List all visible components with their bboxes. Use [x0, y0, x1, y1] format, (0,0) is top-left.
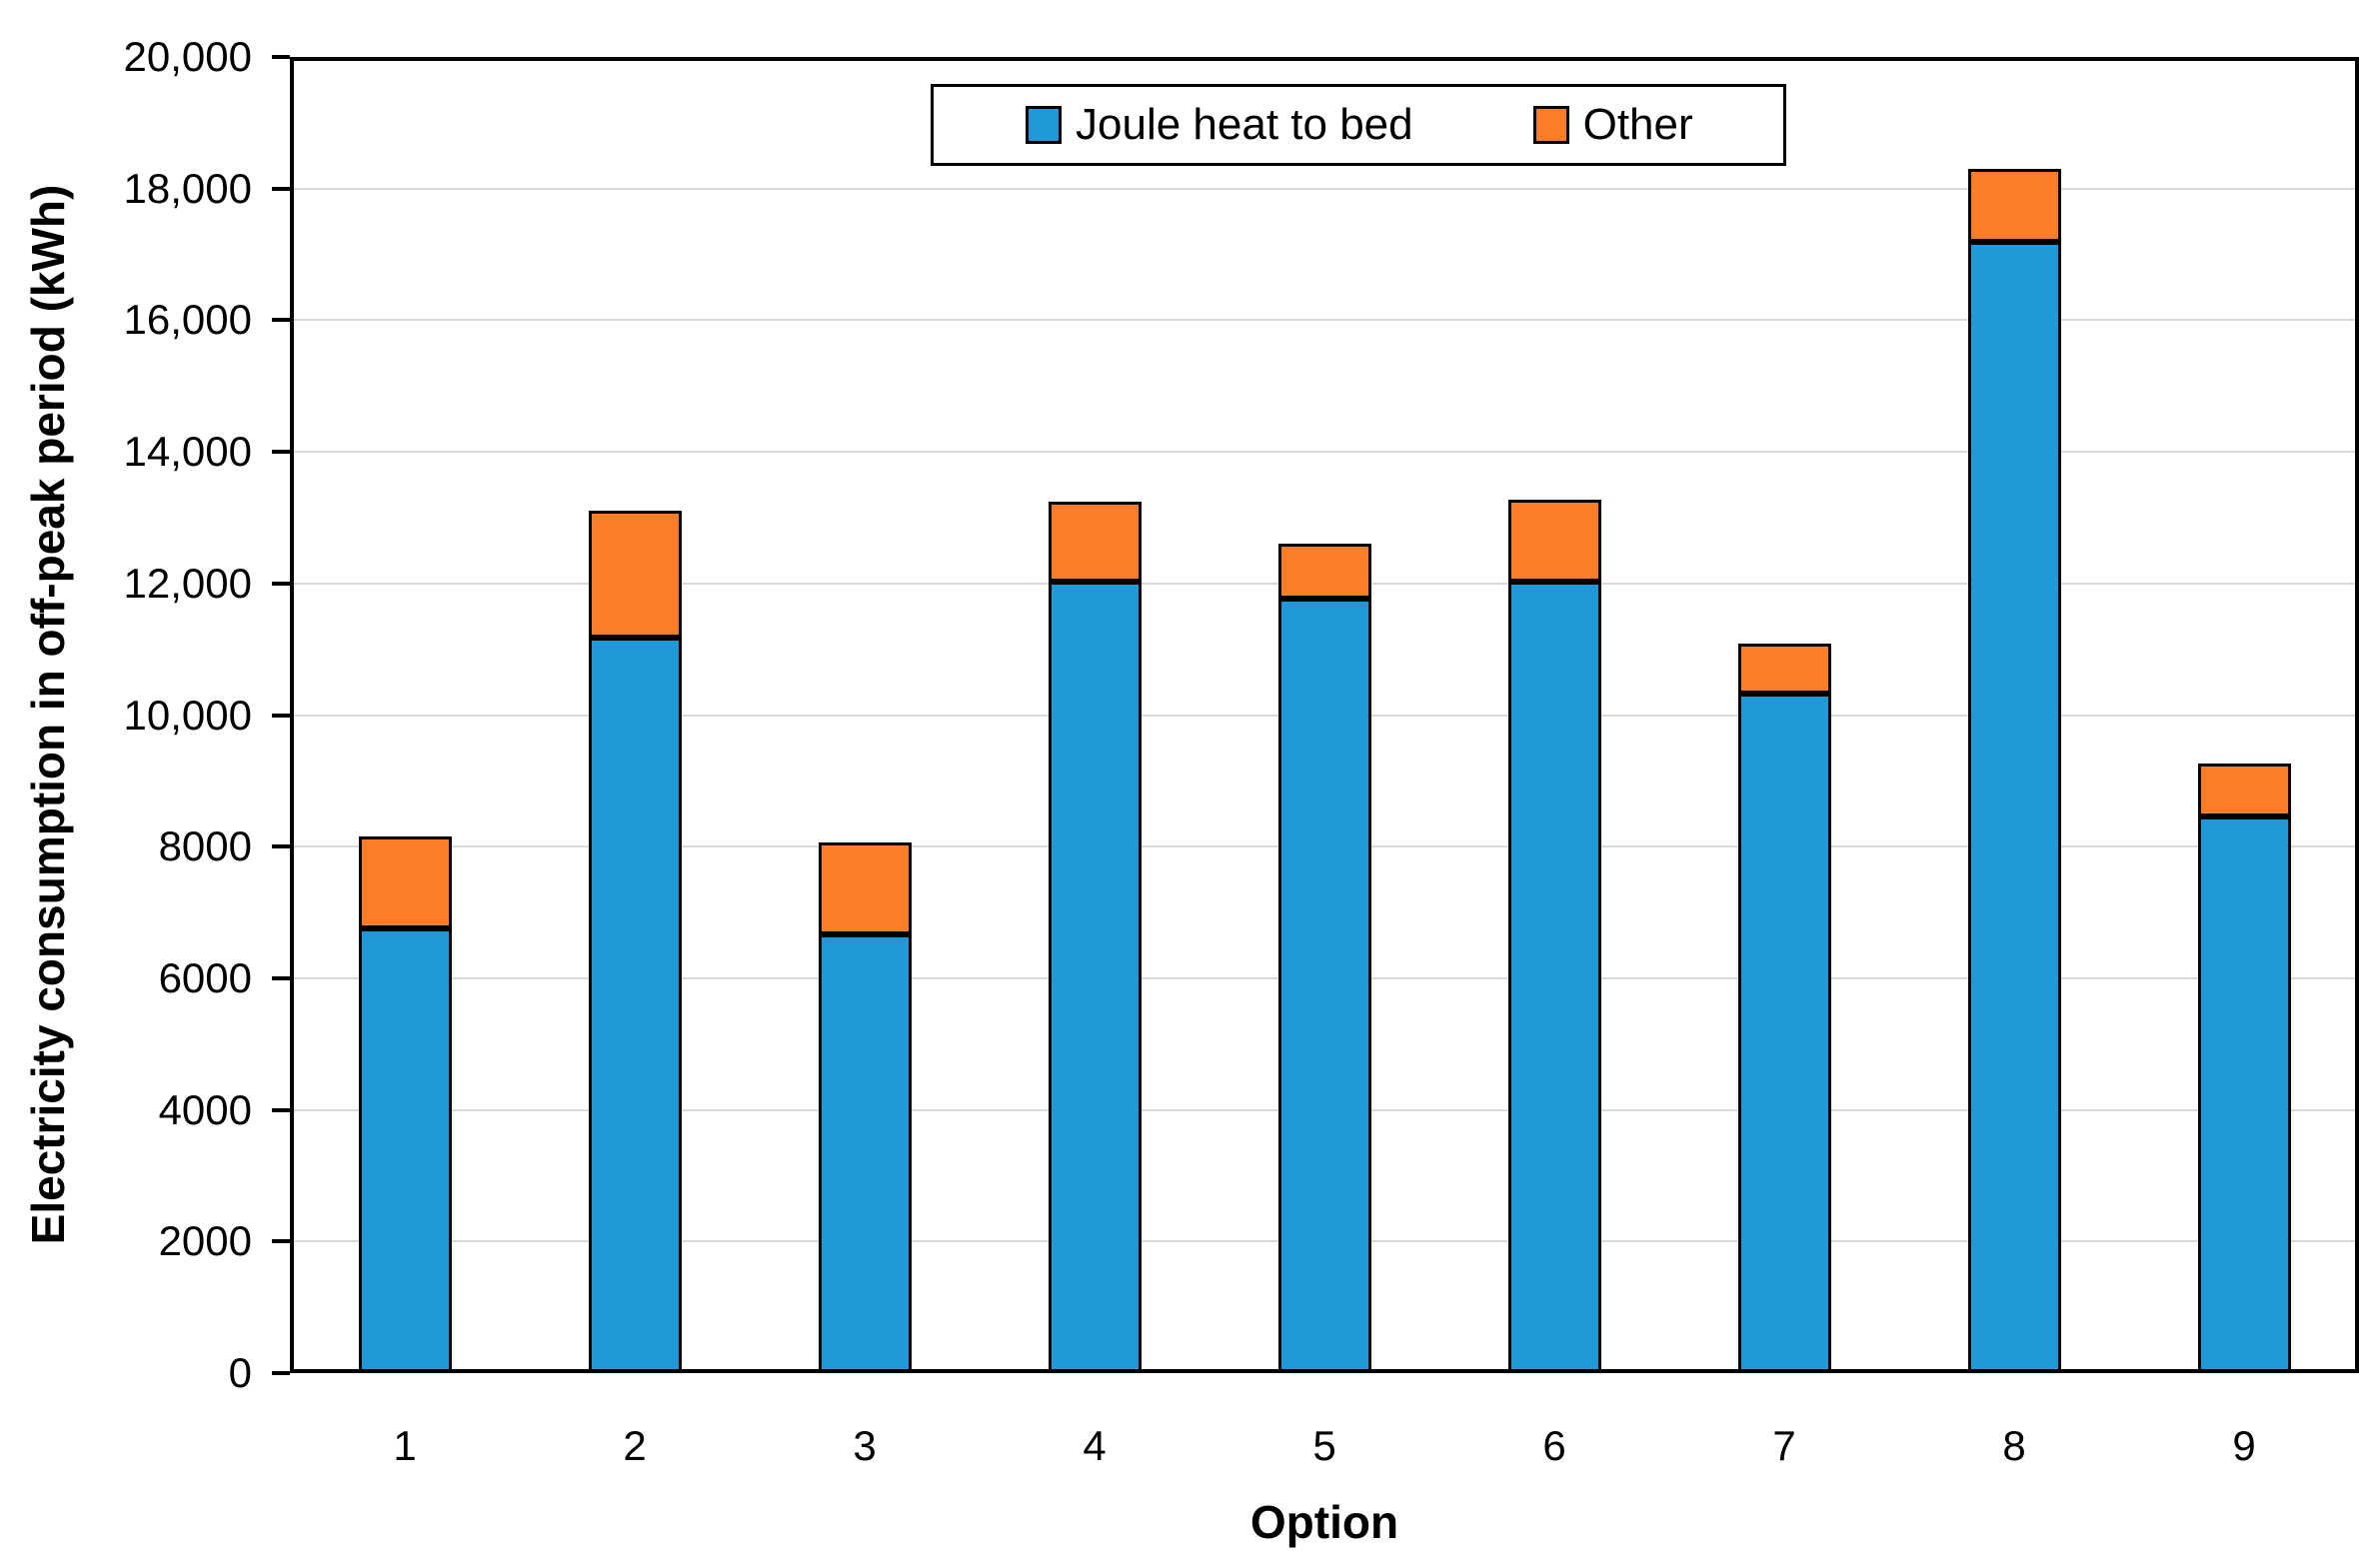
- bar-option-3: [818, 841, 912, 1373]
- y-tick-mark-12000: [272, 581, 290, 586]
- x-tick-label-9: 9: [2232, 1422, 2256, 1469]
- bar-option-2: [588, 511, 682, 1373]
- gridline-14000: [290, 451, 2359, 454]
- bar-segment-other-option-2: [588, 511, 682, 638]
- bar-segment-other-option-8: [1967, 168, 2061, 243]
- bar-segment-joule-heat-to-bed-option-7: [1737, 694, 1831, 1373]
- y-tick-label-8000: 8000: [158, 822, 252, 870]
- y-tick-mark-0: [272, 1371, 290, 1375]
- legend-swatch-joule-icon: [1026, 106, 1062, 144]
- y-tick-mark-10000: [272, 713, 290, 718]
- bar-segment-joule-heat-to-bed-option-3: [818, 933, 912, 1373]
- legend-swatch-other-icon: [1532, 106, 1569, 144]
- y-tick-mark-14000: [272, 450, 290, 455]
- bar-option-5: [1277, 543, 1371, 1373]
- gridline-16000: [290, 319, 2359, 322]
- bar-segment-joule-heat-to-bed-option-9: [2197, 815, 2291, 1373]
- legend-label-other: Other: [1582, 100, 1693, 149]
- x-tick-label-1: 1: [393, 1422, 417, 1469]
- y-tick-label-0: 0: [228, 1349, 252, 1396]
- bar-option-6: [1507, 500, 1601, 1373]
- bar-segment-other-option-1: [358, 836, 452, 928]
- y-tick-label-4000: 4000: [158, 1085, 252, 1133]
- bar-segment-other-option-5: [1277, 543, 1371, 599]
- bar-option-7: [1737, 643, 1831, 1373]
- y-tick-mark-2000: [272, 1239, 290, 1244]
- y-tick-mark-20000: [272, 55, 290, 59]
- bar-segment-joule-heat-to-bed-option-2: [588, 637, 682, 1373]
- bar-segment-joule-heat-to-bed-option-1: [358, 927, 452, 1373]
- legend-label-joule: Joule heat to bed: [1076, 100, 1413, 149]
- bar-option-9: [2197, 764, 2291, 1373]
- y-tick-mark-16000: [272, 318, 290, 323]
- y-tick-mark-6000: [272, 975, 290, 980]
- y-tick-mark-8000: [272, 844, 290, 849]
- y-tick-label-18000: 18,000: [123, 164, 252, 212]
- bar-segment-joule-heat-to-bed-option-4: [1048, 582, 1142, 1373]
- legend-item-joule-heat-to-bed: Joule heat to bed: [1026, 100, 1413, 150]
- y-tick-mark-18000: [272, 186, 290, 191]
- y-tick-label-16000: 16,000: [123, 296, 252, 344]
- bar-segment-other-option-4: [1048, 502, 1142, 583]
- gridline-18000: [290, 187, 2359, 190]
- x-tick-label-8: 8: [2002, 1422, 2026, 1469]
- y-tick-label-10000: 10,000: [123, 691, 252, 739]
- legend: Joule heat to bed Other: [931, 84, 1786, 166]
- bar-option-8: [1967, 168, 2061, 1373]
- bar-option-4: [1048, 502, 1142, 1373]
- bar-segment-joule-heat-to-bed-option-8: [1967, 242, 2061, 1373]
- plot-area: [290, 57, 2359, 1373]
- bar-segment-other-option-9: [2197, 764, 2291, 816]
- y-tick-label-20000: 20,000: [123, 33, 252, 80]
- y-tick-label-14000: 14,000: [123, 428, 252, 476]
- x-tick-label-2: 2: [623, 1422, 647, 1469]
- x-axis-title: Option: [1249, 1496, 1399, 1548]
- x-tick-label-4: 4: [1083, 1422, 1107, 1469]
- y-tick-label-2000: 2000: [158, 1217, 252, 1265]
- x-tick-label-3: 3: [853, 1422, 877, 1469]
- legend-item-other: Other: [1532, 100, 1693, 150]
- bar-segment-other-option-6: [1507, 500, 1601, 582]
- bar-segment-other-option-3: [818, 841, 912, 934]
- x-tick-label-6: 6: [1542, 1422, 1566, 1469]
- x-tick-label-5: 5: [1312, 1422, 1336, 1469]
- bar-segment-other-option-7: [1737, 643, 1831, 695]
- bar-option-1: [358, 836, 452, 1373]
- bar-segment-joule-heat-to-bed-option-6: [1507, 581, 1601, 1373]
- x-tick-label-7: 7: [1772, 1422, 1796, 1469]
- y-tick-label-12000: 12,000: [123, 559, 252, 607]
- y-tick-label-6000: 6000: [158, 953, 252, 1001]
- bar-segment-joule-heat-to-bed-option-5: [1277, 598, 1371, 1373]
- y-tick-mark-4000: [272, 1107, 290, 1112]
